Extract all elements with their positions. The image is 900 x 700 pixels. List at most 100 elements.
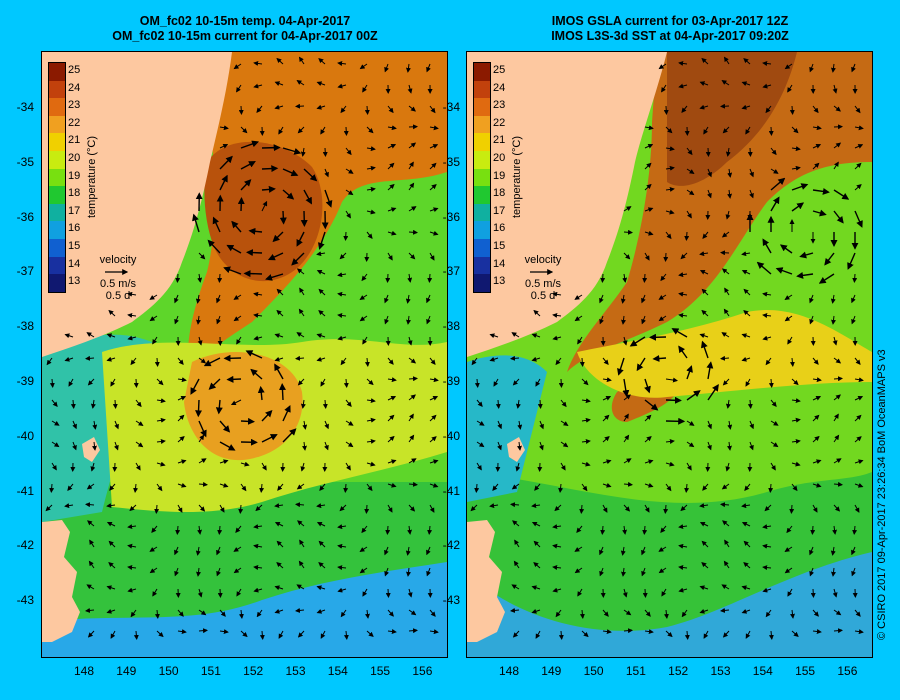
current-vector [90,462,96,472]
current-vector [623,458,632,464]
current-vector [661,588,667,597]
current-vector [86,332,95,338]
current-vector [680,252,688,260]
current-vector [741,503,751,509]
current-vector [671,328,688,338]
current-vector [512,630,520,638]
current-vector [699,251,709,257]
current-vector [343,126,349,136]
current-vector [749,420,754,430]
current-vector [652,354,667,362]
current-vector [663,609,669,619]
current-vector [705,147,711,157]
current-vector [366,378,374,386]
current-vector [385,525,391,535]
current-vector [92,441,97,451]
current-vector [112,399,118,409]
current-vector [762,543,772,549]
current-vector [474,378,480,388]
right-colorbar-title: temperature (°C) [511,135,523,218]
current-vector [226,375,242,383]
current-vector [429,436,437,443]
right-velocity-key: velocity 0.5 m/s 0.5 d [513,254,573,302]
current-vector [408,394,416,401]
current-vector [198,252,206,260]
current-vector [108,540,116,548]
current-vector [345,210,351,219]
current-vector [384,567,390,577]
current-vector [660,525,667,533]
current-vector [511,483,520,490]
latitude-tick-label: -35 [442,154,460,169]
current-vector [408,161,414,170]
current-vector [809,63,814,73]
current-vector [384,294,389,304]
current-vector [791,183,809,191]
current-vector [261,144,281,152]
current-vector [365,609,370,619]
longitude-tick-label: 156 [412,664,433,678]
current-vector [622,588,628,598]
current-vector [282,189,295,200]
latitude-tick-label: -38 [16,319,34,334]
longitude-tick-label: 150 [158,664,179,678]
current-vector [809,567,815,577]
longitude-tick-label: 153 [710,664,731,678]
colorbar-tick-label: 18 [493,187,506,200]
current-vector [665,126,673,134]
current-vector [135,462,141,471]
current-vector [833,376,843,382]
current-vector [127,587,137,593]
current-vector [678,312,688,318]
current-vector [765,609,772,618]
current-vector [133,630,139,640]
current-vector [274,333,284,339]
current-vector [810,588,816,598]
current-vector [70,399,76,409]
colorbar-tick-label: 16 [493,222,506,235]
current-vector [678,83,688,89]
current-vector [216,546,221,556]
current-vector [256,105,263,113]
current-vector [644,183,652,191]
current-vector [427,273,433,283]
current-vector [768,126,774,136]
current-vector [749,441,754,451]
current-vector [812,629,822,634]
current-vector [663,105,669,115]
current-vector [198,434,205,443]
current-vector [743,310,751,317]
colorbar-segment [474,186,490,204]
current-vector [316,81,326,87]
current-vector [324,189,333,208]
current-vector [721,268,730,275]
australian-mainland [42,52,232,357]
colorbar-segment [474,63,490,81]
colorbar-tick-label: 20 [493,152,506,164]
current-vector [429,414,437,422]
current-vector [707,384,719,401]
latitude-tick-label: -42 [16,538,34,553]
current-vector [741,104,751,110]
current-vector [177,459,187,465]
current-vector [198,481,208,487]
current-vector [539,420,544,430]
current-vector [86,483,95,490]
current-vector [282,405,291,422]
current-vector [110,378,116,387]
current-vector [810,525,816,535]
current-vector [722,378,730,386]
current-vector [576,525,583,533]
current-vector [197,588,203,598]
current-vector [579,504,585,514]
current-vector [85,607,95,613]
current-vector [699,608,709,614]
current-vector [854,377,864,383]
current-vector [297,630,305,638]
left-velocity-key: velocity 0.5 m/s 0.5 d [88,254,148,302]
current-vector [387,357,394,365]
current-vector [300,462,306,472]
left-map-svg [42,52,447,657]
current-vector [426,294,431,304]
current-vector [177,629,187,635]
